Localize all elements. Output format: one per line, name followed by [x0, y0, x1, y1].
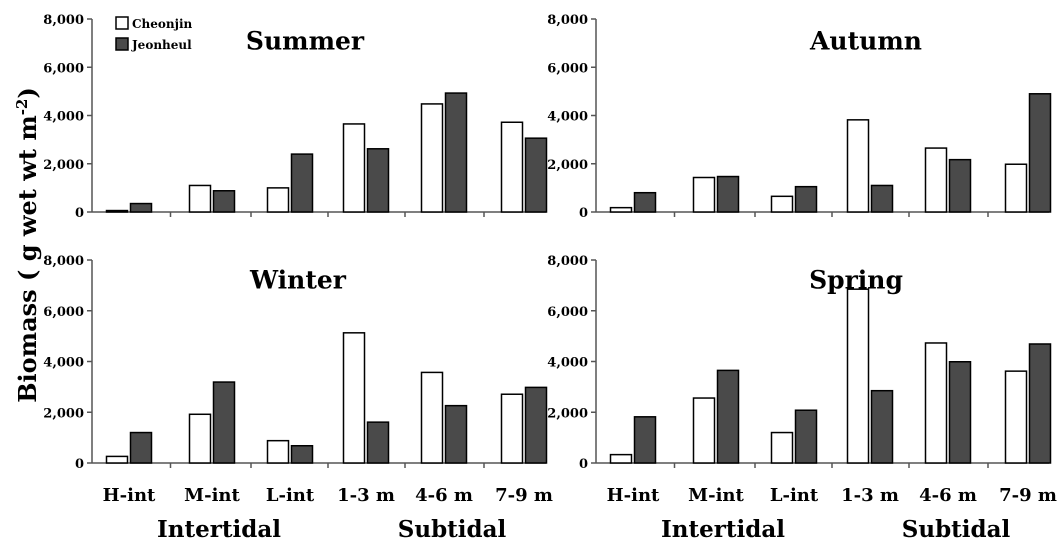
bar-jeonheul-1-3m [870, 389, 894, 464]
bar-cheonjin-7-9m [500, 393, 524, 464]
panel-title: Summer [246, 26, 365, 55]
x-tick-label: 7-9 m [999, 485, 1057, 506]
bar-cheonjin-7-9m [1004, 370, 1028, 464]
x-tick-label: H-int [103, 485, 156, 506]
panel-title: Winter [249, 265, 347, 294]
bar-jeonheul-m-int [716, 369, 740, 464]
bar-cheonjin-l-int [770, 195, 794, 213]
y-tick-label: 8,000 [547, 13, 588, 28]
y-tick-label: 0 [579, 206, 588, 221]
bar-cheonjin-l-int [266, 187, 290, 213]
y-tick-label: 6,000 [547, 305, 588, 320]
legend-label-cheonjin: Cheonjin [132, 17, 193, 31]
y-tick-label: 6,000 [43, 61, 84, 76]
y-tick-label: 2,000 [43, 158, 84, 173]
bar-jeonheul-4-6m [948, 361, 972, 464]
bar-cheonjin-4-6m [924, 342, 948, 464]
bar-jeonheul-h-int [129, 202, 153, 213]
y-tick-label: 0 [75, 457, 84, 472]
x-tick-label: 1-3 m [337, 485, 395, 506]
x-tick-label: M-int [688, 485, 744, 506]
bar-jeonheul-4-6m [948, 158, 972, 213]
x-tick-label: 4-6 m [415, 485, 473, 506]
bar-cheonjin-1-3m [342, 332, 366, 464]
bar-jeonheul-h-int [129, 431, 153, 464]
x-tick-label: 7-9 m [495, 485, 553, 506]
x-tick-label: 4-6 m [919, 485, 977, 506]
bar-cheonjin-4-6m [924, 147, 948, 213]
bar-jeonheul-1-3m [366, 148, 390, 213]
group-label-subtidal: Subtidal [398, 516, 507, 543]
y-tick-label: 8,000 [43, 254, 84, 269]
panel-title: Autumn [809, 26, 922, 55]
x-tick-label: L-int [770, 485, 819, 506]
bar-jeonheul-7-9m [1028, 343, 1052, 464]
bar-cheonjin-m-int [692, 176, 716, 213]
x-tick-label: M-int [184, 485, 240, 506]
bar-jeonheul-m-int [212, 190, 236, 213]
bar-cheonjin-h-int [609, 453, 633, 464]
x-tick-label: H-int [607, 485, 660, 506]
y-axis-label: Biomass ( g wet wt m-2) [13, 87, 42, 402]
y-tick-label: 0 [75, 206, 84, 221]
bar-jeonheul-m-int [716, 175, 740, 213]
y-tick-label: 0 [579, 457, 588, 472]
group-label-intertidal: Intertidal [661, 516, 785, 543]
panel-winter: 0 2,000 4,000 6,000 8,000 Winter [43, 254, 548, 472]
y-tick-label: 6,000 [547, 61, 588, 76]
bar-cheonjin-h-int [609, 206, 633, 213]
legend-swatch-jeonheul [115, 37, 129, 51]
bar-jeonheul-7-9m [524, 137, 548, 213]
panel-autumn: 0 2,000 4,000 6,000 8,000 Autumn [547, 13, 1052, 221]
bar-jeonheul-l-int [794, 409, 818, 464]
y-tick-label: 2,000 [547, 158, 588, 173]
bar-jeonheul-4-6m [444, 404, 468, 464]
bar-cheonjin-m-int [692, 397, 716, 464]
bar-jeonheul-h-int [633, 416, 657, 464]
legend: Cheonjin Jeonheul [115, 16, 193, 52]
bar-jeonheul-7-9m [524, 386, 548, 464]
bar-cheonjin-4-6m [420, 371, 444, 464]
bar-cheonjin-l-int [770, 431, 794, 464]
bar-jeonheul-l-int [290, 153, 314, 213]
y-tick-label: 4,000 [547, 110, 588, 125]
bar-cheonjin-4-6m [420, 103, 444, 213]
y-tick-label: 8,000 [547, 254, 588, 269]
bar-jeonheul-1-3m [366, 421, 390, 464]
bar-jeonheul-4-6m [444, 92, 468, 213]
bar-jeonheul-h-int [633, 191, 657, 213]
y-tick-label: 8,000 [43, 13, 84, 28]
bar-cheonjin-1-3m [846, 288, 870, 464]
panel-summer: 0 2,000 4,000 6,000 8,000 Summer [43, 13, 548, 221]
bar-cheonjin-1-3m [846, 119, 870, 213]
x-tick-label: L-int [266, 485, 315, 506]
legend-label-jeonheul: Jeonheul [131, 38, 192, 52]
bar-jeonheul-1-3m [870, 184, 894, 213]
bar-cheonjin-m-int [188, 413, 212, 464]
bar-jeonheul-7-9m [1028, 93, 1052, 213]
bar-cheonjin-7-9m [1004, 163, 1028, 213]
y-tick-label: 6,000 [43, 305, 84, 320]
y-tick-label: 2,000 [547, 406, 588, 421]
bar-cheonjin-7-9m [500, 121, 524, 213]
panel-spring: 0 2,000 4,000 6,000 8,000 Spring [547, 254, 1052, 472]
y-tick-label: 2,000 [43, 406, 84, 421]
y-tick-label: 4,000 [547, 356, 588, 371]
bar-cheonjin-1-3m [342, 123, 366, 213]
y-tick-label: 4,000 [43, 356, 84, 371]
bar-jeonheul-m-int [212, 381, 236, 464]
x-tick-label: 1-3 m [841, 485, 899, 506]
group-label-subtidal: Subtidal [902, 516, 1011, 543]
group-label-intertidal: Intertidal [157, 516, 281, 543]
y-tick-label: 4,000 [43, 110, 84, 125]
bar-cheonjin-h-int [105, 455, 129, 464]
bar-cheonjin-m-int [188, 184, 212, 213]
panel-title: Spring [809, 265, 903, 294]
bar-cheonjin-l-int [266, 439, 290, 464]
bar-jeonheul-l-int [290, 444, 314, 464]
bar-jeonheul-l-int [794, 185, 818, 213]
legend-swatch-cheonjin [115, 16, 129, 30]
bar-cheonjin-h-int [105, 209, 129, 213]
